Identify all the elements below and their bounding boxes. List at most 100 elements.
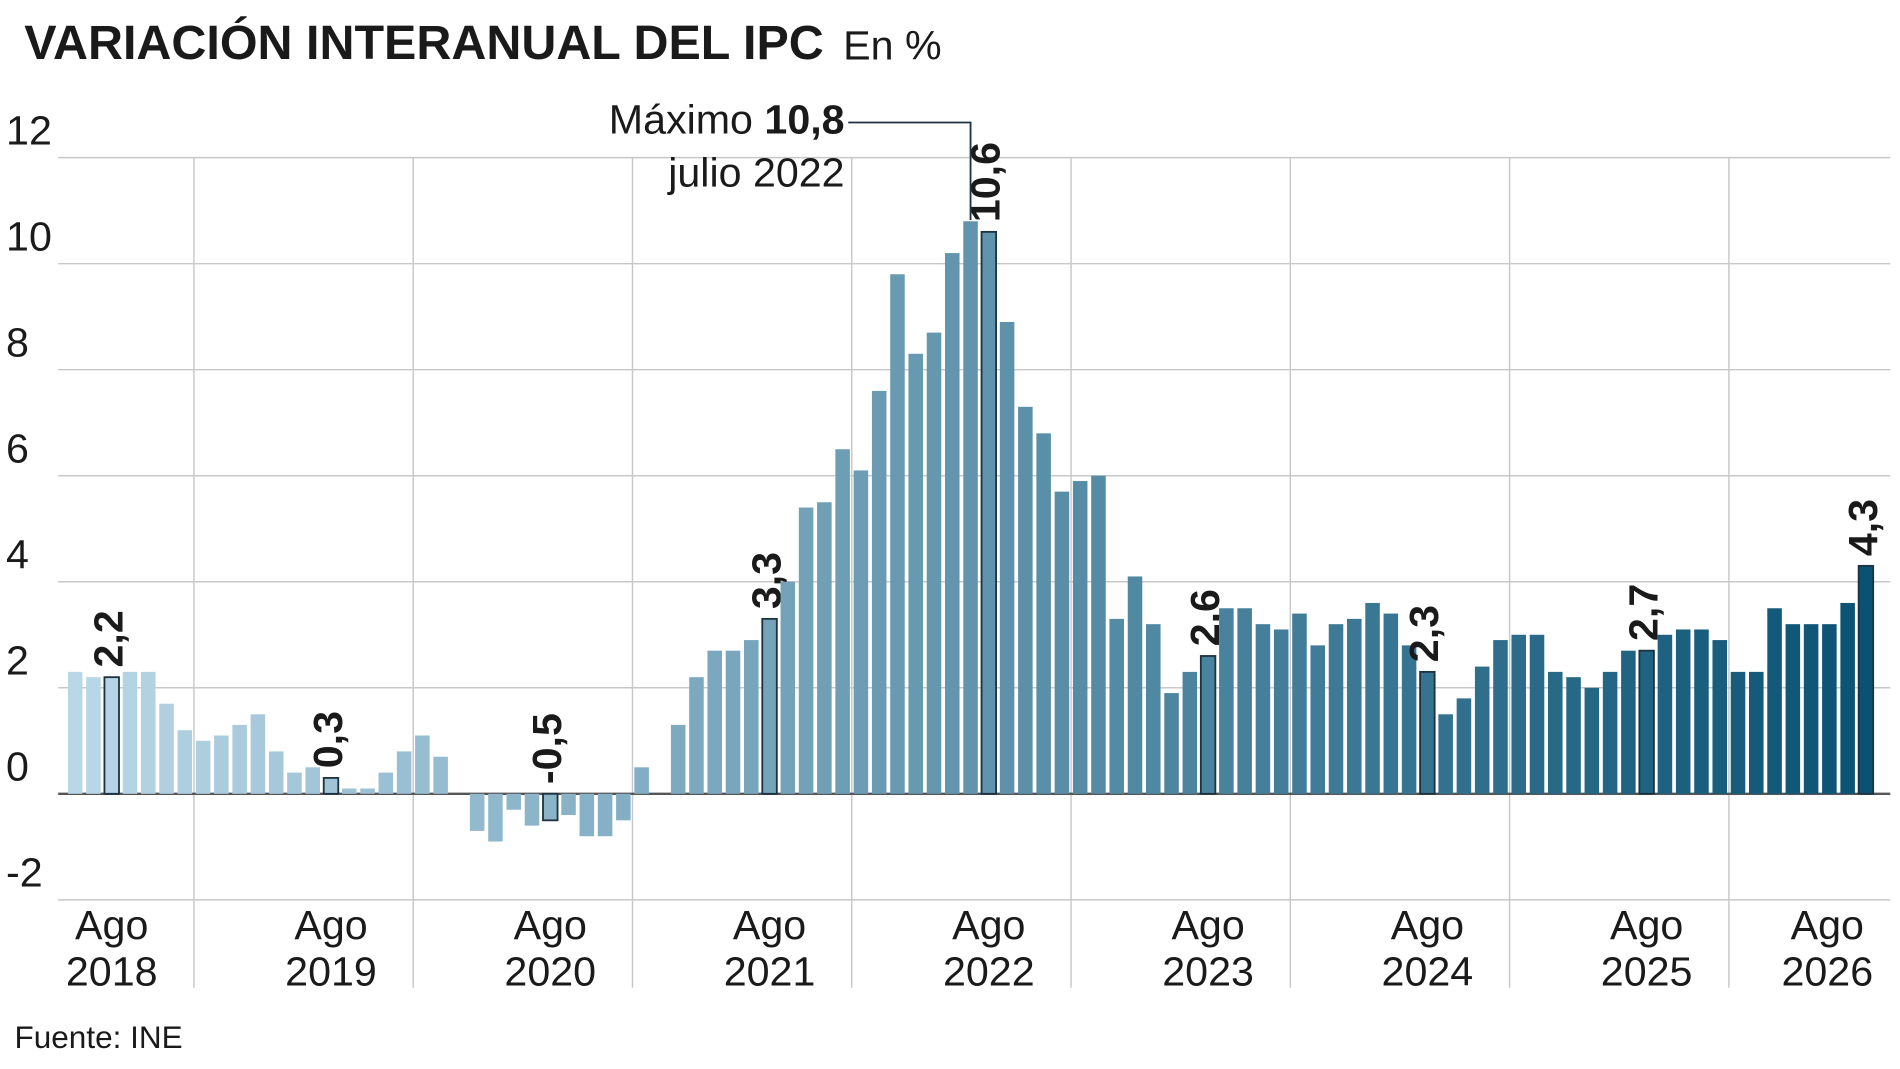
x-tick: Ago 2018 bbox=[65, 902, 158, 995]
bar bbox=[140, 671, 156, 794]
bar bbox=[579, 793, 595, 837]
y-tick-label: 12 bbox=[6, 107, 52, 153]
bar bbox=[268, 751, 284, 794]
bar bbox=[1584, 687, 1600, 794]
bar bbox=[725, 650, 741, 794]
bar bbox=[1840, 602, 1855, 794]
bar bbox=[488, 793, 503, 842]
data-label: 4,3 bbox=[1840, 499, 1886, 556]
x-tick-label: Ago 2025 bbox=[1600, 902, 1693, 995]
data-label: 2,2 bbox=[86, 610, 132, 667]
y-tick-label: 6 bbox=[6, 425, 29, 471]
bar bbox=[798, 507, 814, 794]
bar bbox=[1164, 693, 1179, 794]
annotation: Máximo 10,8 bbox=[609, 96, 845, 142]
bar bbox=[524, 793, 540, 826]
bar bbox=[1018, 406, 1033, 794]
bar bbox=[103, 676, 120, 795]
bar bbox=[415, 735, 430, 794]
x-tick-label: Ago 2018 bbox=[65, 902, 158, 995]
bar bbox=[1419, 670, 1436, 795]
bar bbox=[1310, 645, 1326, 794]
annotation-value: 10,8 bbox=[764, 96, 844, 142]
bar bbox=[542, 792, 559, 822]
x-tick: Ago 2021 bbox=[723, 902, 816, 995]
bar bbox=[634, 767, 649, 794]
annotation-date: julio 2022 bbox=[667, 150, 844, 196]
bar bbox=[1785, 624, 1801, 794]
bar bbox=[342, 788, 357, 794]
bar bbox=[1803, 624, 1819, 794]
x-tick: Ago 2025 bbox=[1600, 902, 1693, 995]
bar bbox=[214, 735, 229, 794]
bar bbox=[1091, 475, 1106, 794]
bar bbox=[159, 703, 174, 794]
y-tick-label: 2 bbox=[6, 637, 29, 683]
bar bbox=[780, 581, 796, 794]
bar bbox=[1638, 649, 1655, 795]
bar bbox=[835, 449, 850, 794]
x-tick-label: Ago 2019 bbox=[285, 902, 377, 995]
x-tick: Ago 2022 bbox=[942, 902, 1035, 995]
bar bbox=[999, 321, 1015, 794]
bar bbox=[1182, 671, 1198, 794]
bar bbox=[890, 274, 905, 794]
annotation-line bbox=[848, 121, 972, 221]
x-tick: Ago 2023 bbox=[1162, 903, 1254, 995]
bar bbox=[360, 788, 375, 794]
bar bbox=[250, 714, 266, 794]
x-tick: Ago 2020 bbox=[504, 902, 597, 995]
bar bbox=[817, 502, 832, 794]
bar bbox=[1822, 624, 1837, 794]
bar bbox=[1621, 650, 1636, 794]
x-tick-label: Ago 2024 bbox=[1381, 902, 1474, 995]
bar bbox=[1657, 634, 1673, 794]
bar bbox=[1857, 564, 1875, 795]
bar bbox=[1730, 671, 1746, 794]
bar bbox=[1602, 671, 1618, 794]
bar bbox=[1438, 714, 1453, 794]
bar bbox=[1072, 481, 1088, 794]
bar bbox=[1767, 608, 1782, 794]
bar bbox=[469, 793, 485, 831]
x-tick-label: Ago 2020 bbox=[504, 902, 597, 995]
bar bbox=[322, 776, 340, 795]
y-tick-label: 4 bbox=[6, 531, 29, 577]
bar bbox=[1456, 698, 1472, 794]
bar bbox=[926, 332, 942, 794]
bar bbox=[195, 740, 211, 794]
bar bbox=[945, 253, 960, 794]
bar bbox=[670, 724, 686, 794]
bar bbox=[1219, 608, 1234, 794]
bar bbox=[1474, 666, 1490, 794]
data-label: 2,7 bbox=[1621, 584, 1667, 641]
bar bbox=[963, 221, 978, 794]
bar bbox=[1199, 655, 1217, 795]
bar bbox=[433, 756, 448, 794]
bar bbox=[1566, 677, 1581, 794]
bar bbox=[1383, 613, 1399, 794]
bar bbox=[1401, 645, 1417, 794]
bar bbox=[1255, 624, 1271, 794]
data-label: -0,5 bbox=[524, 713, 570, 784]
x-tick-label: Ago 2021 bbox=[723, 902, 816, 995]
chart-title: VARIACIÓN INTERANUAL DEL IPC bbox=[24, 15, 824, 70]
y-tick-label: 8 bbox=[6, 319, 29, 365]
bar bbox=[1146, 624, 1161, 794]
x-tick-label: Ago 2022 bbox=[942, 902, 1035, 995]
bar bbox=[1749, 671, 1764, 794]
annotation-prefix: Máximo bbox=[609, 96, 753, 142]
bar bbox=[122, 671, 138, 794]
bar bbox=[1292, 613, 1307, 794]
bar bbox=[1347, 618, 1362, 794]
data-label: 2,3 bbox=[1401, 605, 1447, 662]
bar bbox=[86, 677, 101, 794]
bar bbox=[1036, 433, 1051, 794]
bar bbox=[980, 230, 998, 795]
bar bbox=[67, 671, 83, 794]
annotation-space bbox=[753, 96, 764, 142]
bar bbox=[744, 640, 759, 794]
source: Fuente: INE bbox=[15, 1019, 183, 1055]
y-tick-label: 10 bbox=[6, 213, 52, 259]
